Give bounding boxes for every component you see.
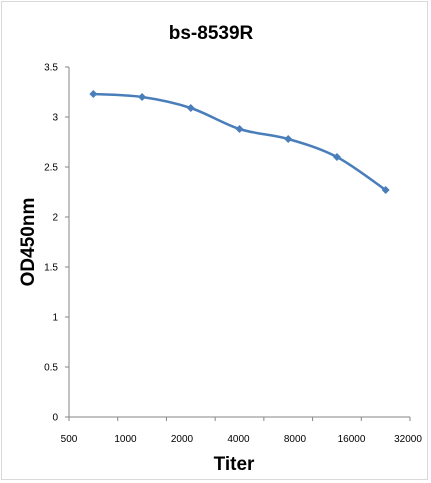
chart-title: bs-8539R (169, 23, 254, 44)
x-tick-label: 32000 (394, 434, 422, 445)
data-point-marker (186, 104, 195, 112)
data-point-marker (138, 93, 147, 101)
y-axis-title: OD450nm (18, 198, 39, 287)
y-tick-label: 0 (52, 413, 58, 424)
x-tick-label: 500 (61, 434, 78, 445)
series-line (93, 92, 387, 192)
y-tick-label: 2 (52, 213, 58, 224)
data-point-marker (89, 90, 98, 98)
x-tick-label: 8000 (284, 434, 307, 445)
data-point-marker (381, 186, 390, 194)
y-tick-label: 0.5 (44, 363, 58, 374)
x-tick-label: 2000 (171, 434, 194, 445)
x-tick-label: 4000 (227, 434, 250, 445)
y-tick-label: 1 (52, 313, 58, 324)
data-point-marker (235, 125, 244, 133)
data-point-marker (332, 153, 341, 161)
x-tick-label: 1000 (114, 434, 137, 445)
data-point-marker (284, 135, 293, 143)
y-tick-label: 1.5 (44, 263, 58, 274)
y-tick-label: 2.5 (44, 163, 58, 174)
x-tick-label: 16000 (338, 434, 366, 445)
x-axis-title: Titer (214, 454, 255, 475)
y-tick-label: 3 (52, 113, 58, 124)
y-tick-label: 3.5 (44, 63, 58, 74)
